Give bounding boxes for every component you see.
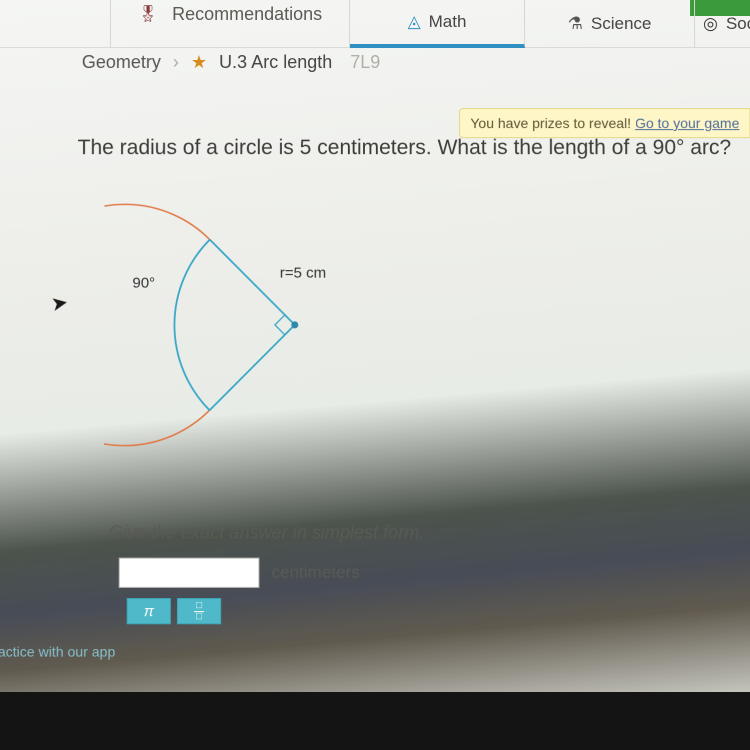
pi-symbol: π — [144, 603, 154, 620]
center-dot — [291, 321, 298, 328]
tab-label: Social — [726, 14, 750, 34]
tab-label: Science — [591, 14, 652, 34]
screen-container: 🎖 Recommendations ◬ Math ⚗ Science ◎ Soc… — [0, 0, 750, 724]
tab-social[interactable]: ◎ Social — [695, 0, 750, 48]
pi-button[interactable]: π — [127, 598, 171, 624]
prize-text: You have prizes to reveal! — [470, 115, 635, 131]
radius-line-1 — [210, 240, 295, 325]
prize-link[interactable]: Go to your game — [635, 115, 739, 131]
globe-icon: ◎ — [703, 14, 718, 34]
cursor-icon: ➤ — [49, 289, 70, 317]
tab-label: Math — [429, 12, 467, 32]
radius-label: r=5 cm — [280, 265, 326, 282]
tab-recommendations[interactable]: 🎖 Recommendations — [110, 0, 350, 48]
right-angle-mark — [275, 315, 285, 335]
tab-label: Recommendations — [172, 4, 322, 25]
circle-svg — [104, 178, 445, 480]
angle-label: 90° — [132, 275, 155, 292]
breadcrumb-subject[interactable]: Geometry — [82, 52, 161, 73]
tab-science[interactable]: ⚗ Science — [525, 0, 695, 48]
breadcrumb-code: 7L9 — [350, 52, 380, 73]
arc-diagram: 90° r=5 cm — [104, 178, 445, 480]
circle-rest-arc — [104, 204, 210, 445]
circle-highlight-arc — [174, 240, 210, 411]
answer-input[interactable] — [119, 558, 260, 588]
answer-unit: centimeters — [271, 563, 359, 583]
compass-icon: ◬ — [408, 12, 421, 32]
instruction-text: Give the exact answer in simplest form. — [109, 522, 425, 543]
breadcrumb-skill[interactable]: U.3 Arc length — [219, 52, 332, 73]
frac-top: □ — [194, 601, 204, 612]
answer-row: centimeters — [119, 558, 360, 588]
question-text: The radius of a circle is 5 centimeters.… — [78, 136, 741, 160]
star-icon: ★ — [191, 52, 207, 73]
prize-banner: You have prizes to reveal! Go to your ga… — [459, 108, 750, 138]
fraction-button[interactable]: □ □ — [177, 598, 221, 624]
app-promo-text[interactable]: actice with our app — [0, 643, 115, 659]
flask-icon: ⚗ — [568, 14, 583, 34]
fraction-icon: □ □ — [194, 601, 204, 622]
tab-math[interactable]: ◬ Math — [350, 0, 525, 48]
frac-bot: □ — [196, 612, 202, 622]
breadcrumb: Geometry › ★ U.3 Arc length 7L9 — [82, 52, 380, 73]
device-bezel — [0, 692, 750, 750]
chevron-right-icon: › — [173, 52, 179, 73]
symbol-buttons: π □ □ — [127, 598, 222, 624]
subject-tabs: 🎖 Recommendations ◬ Math ⚗ Science ◎ Soc… — [0, 0, 750, 48]
medal-icon: 🎖 — [138, 4, 158, 24]
radius-line-2 — [210, 325, 295, 410]
